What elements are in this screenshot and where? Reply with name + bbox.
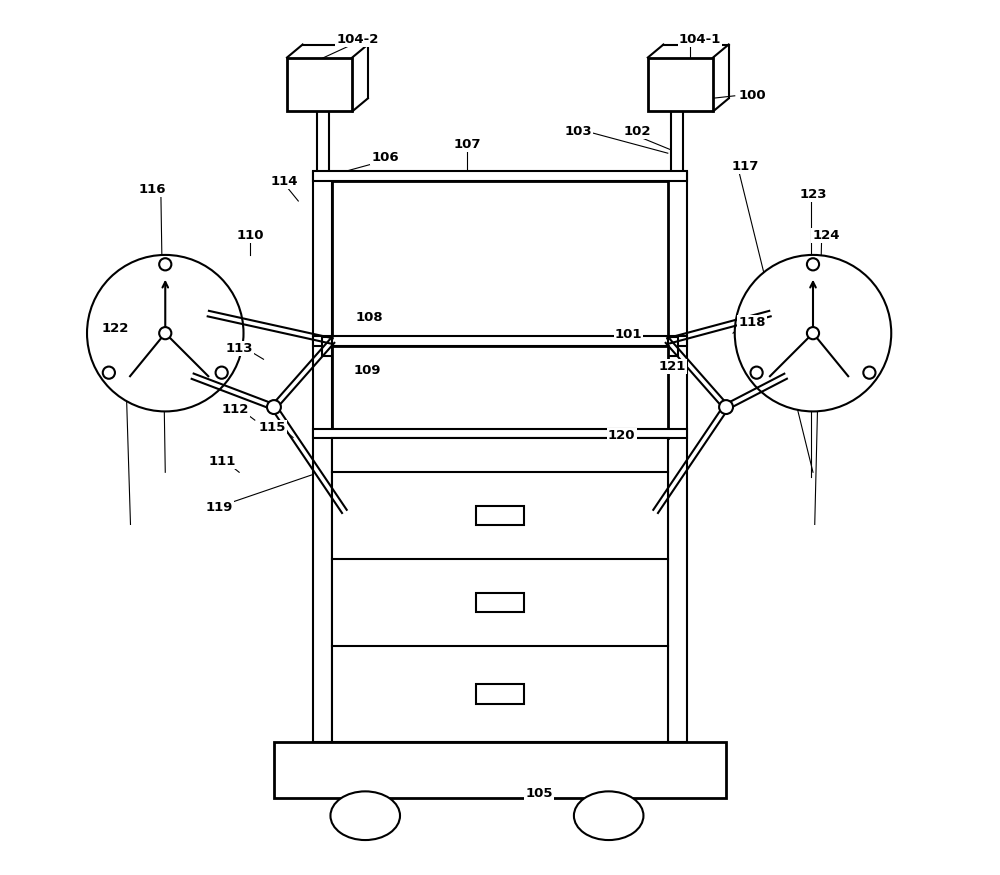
- Bar: [476, 506, 524, 525]
- Text: 110: 110: [237, 229, 264, 242]
- Bar: [476, 684, 524, 704]
- Circle shape: [159, 258, 171, 270]
- Bar: [476, 593, 524, 612]
- Text: 117: 117: [731, 160, 759, 172]
- Text: 118: 118: [738, 316, 766, 329]
- Circle shape: [267, 400, 281, 414]
- Text: 109: 109: [353, 364, 381, 377]
- Bar: [332, 438, 668, 742]
- Text: 122: 122: [101, 322, 129, 335]
- Text: 121: 121: [658, 360, 686, 373]
- Text: 111: 111: [208, 455, 235, 468]
- Circle shape: [863, 367, 875, 379]
- Bar: [322, 337, 332, 356]
- Circle shape: [216, 367, 228, 379]
- Bar: [313, 171, 687, 181]
- Text: 100: 100: [738, 89, 766, 102]
- Text: 123: 123: [799, 187, 827, 200]
- Ellipse shape: [574, 791, 643, 840]
- Text: 101: 101: [615, 328, 642, 341]
- Bar: [287, 58, 352, 111]
- Circle shape: [807, 258, 819, 270]
- Bar: [668, 337, 678, 356]
- Text: 112: 112: [221, 403, 249, 416]
- Bar: [313, 336, 687, 346]
- Text: 124: 124: [812, 229, 840, 242]
- Text: 107: 107: [453, 138, 481, 151]
- Bar: [332, 181, 668, 338]
- Circle shape: [719, 400, 733, 414]
- Bar: [671, 107, 683, 172]
- Bar: [313, 172, 332, 742]
- Circle shape: [735, 255, 891, 411]
- Ellipse shape: [330, 791, 400, 840]
- Text: 104-1: 104-1: [679, 32, 721, 46]
- Circle shape: [159, 327, 171, 340]
- Text: 106: 106: [371, 151, 399, 164]
- Bar: [313, 429, 687, 438]
- Text: 102: 102: [624, 125, 651, 138]
- Text: 113: 113: [225, 342, 253, 355]
- Bar: [668, 172, 687, 742]
- Text: 115: 115: [259, 421, 286, 434]
- Bar: [648, 58, 713, 111]
- Circle shape: [103, 367, 115, 379]
- Text: 103: 103: [564, 125, 592, 138]
- Text: 119: 119: [205, 500, 233, 514]
- Text: 116: 116: [138, 183, 166, 196]
- Circle shape: [807, 327, 819, 340]
- Text: 120: 120: [608, 430, 635, 442]
- Text: 104-2: 104-2: [336, 32, 379, 46]
- Text: 114: 114: [271, 174, 298, 187]
- Bar: [332, 346, 668, 438]
- Text: 105: 105: [525, 788, 553, 801]
- Bar: [317, 107, 329, 172]
- Circle shape: [751, 367, 763, 379]
- Text: 108: 108: [356, 311, 383, 324]
- Circle shape: [87, 255, 244, 411]
- Bar: [274, 742, 726, 798]
